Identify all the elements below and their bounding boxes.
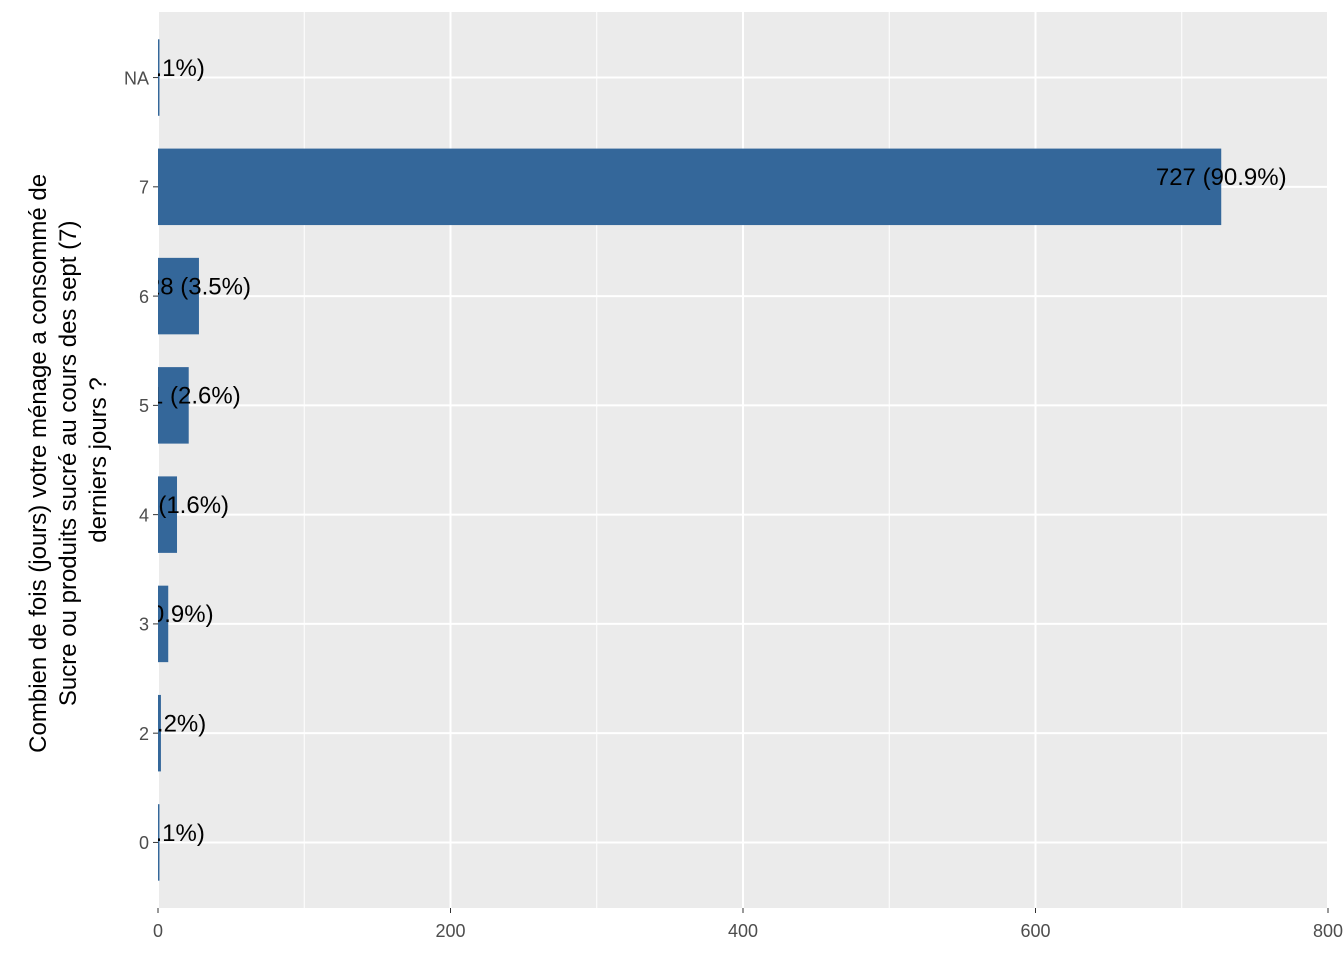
bar (158, 367, 189, 444)
value-label: 1 (0.1%) (114, 820, 205, 847)
y-tick-label: 0 (139, 833, 149, 853)
y-tick-label: 7 (139, 178, 149, 198)
value-label: 727 (90.9%) (1156, 164, 1287, 191)
bar (158, 804, 160, 881)
value-label: 2 (0.2%) (116, 711, 207, 738)
y-axis-title-line: Sucre ou produits sucré au cours des sep… (55, 221, 82, 707)
value-labels: 1 (0.1%) 2 (0.2%) 7 (0.9%) 13 (1.6%) 21 (2.6… (114, 55, 1287, 847)
y-axis-title: Combien de fois (jours) votre ménage a c… (25, 167, 112, 753)
bars (158, 39, 1222, 881)
y-axis-title-line: Combien de fois (jours) votre ménage a c… (25, 174, 52, 753)
y-tick-label: 4 (139, 505, 149, 525)
value-label: 1 (0.1%) (114, 55, 205, 82)
x-tick-label: 400 (728, 921, 758, 941)
y-tick-label: 2 (139, 724, 149, 744)
value-label: 28 (3.5%) (147, 273, 251, 300)
x-tick-label: 200 (435, 921, 465, 941)
value-label: 7 (0.9%) (123, 601, 214, 628)
y-tick-label: 6 (139, 287, 149, 307)
x-tick-label: 0 (153, 921, 163, 941)
bar (158, 39, 160, 116)
axes: 0 200 400 600 800 0 2 3 4 5 6 7 NA (124, 68, 1343, 940)
bar (158, 148, 1222, 226)
y-tick-label: 5 (139, 396, 149, 416)
y-axis-title-line: derniers jours ? (85, 377, 112, 542)
x-tick-label: 800 (1313, 921, 1343, 941)
bar (158, 257, 199, 335)
y-tick-label: 3 (139, 615, 149, 635)
value-label: 21 (2.6%) (137, 383, 241, 410)
value-label: 13 (1.6%) (125, 492, 229, 519)
y-tick-label: NA (124, 68, 149, 88)
bar (158, 585, 169, 663)
bar (158, 476, 178, 553)
bar (158, 694, 161, 772)
x-tick-label: 600 (1020, 921, 1050, 941)
